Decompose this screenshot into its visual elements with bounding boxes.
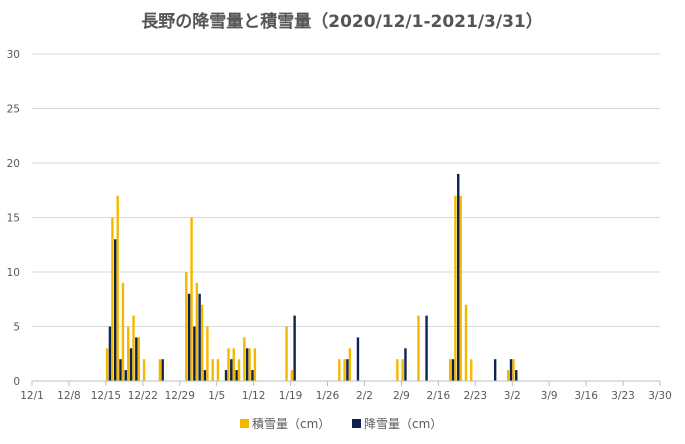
y-tick-label: 0 [13,376,20,388]
x-tick-label: 3/9 [541,390,558,402]
legend-label: 降雪量（cm） [364,417,442,431]
snow-depth-bar [285,326,288,381]
snow-depth-bar [227,348,230,381]
snow-depth-bar [248,348,251,381]
x-tick-label: 2/16 [427,390,451,402]
legend-swatch [352,419,361,428]
y-tick-label: 10 [7,267,20,279]
x-tick-label: 12/8 [57,390,81,402]
snowfall-bar [245,348,249,381]
snow-depth-bar [512,359,515,381]
snowfall-bar [251,370,254,381]
snow-depth-bar [243,337,246,381]
y-tick-label: 5 [13,322,20,334]
snowfall-bar [230,359,233,381]
snow-depth-bar [464,304,468,381]
snowfall-bar [451,359,455,381]
snowfall-bar [457,173,460,381]
x-tick-label: 2/2 [356,390,373,402]
snowfall-bar [493,359,497,381]
snow-depth-bar [237,359,241,381]
y-axis: 0 5 10 15 20 25 30 [7,49,20,388]
snow-depth-bar [211,359,214,381]
legend: 積雪量（cm） 降雪量（cm） [240,416,442,431]
x-tick-label: 2/23 [463,390,487,402]
x-tick-label: 12/15 [91,390,121,402]
snow-depth-bar [116,195,119,381]
snow-depth-bar [142,359,146,381]
snow-depth-bar [253,348,257,381]
x-axis: 12/1 12/8 12/15 12/22 12/29 1/5 1/12 1/19 1/26 2/… [20,381,672,402]
snowfall-bar [293,315,296,381]
snowfall-bar [224,370,228,381]
snow-depth-bar [200,304,204,381]
snowfall-bar [198,293,201,381]
snow-depth-bar [158,359,162,381]
snowfall-bar [203,370,207,381]
snowfall-bar [193,326,196,381]
x-tick-label: 12/29 [165,390,195,402]
y-tick-label: 30 [7,49,20,61]
snowfall-bar [129,348,133,381]
x-tick-label: 3/2 [504,390,521,402]
x-tick-label: 3/30 [648,390,672,402]
bars [105,173,518,381]
snow-depth-bar [127,326,130,381]
snowfall-bar [235,370,238,381]
legend-swatch [240,419,249,428]
snow-depth-bar [137,337,140,381]
snowfall-bar [515,370,518,381]
y-tick-label: 20 [7,158,20,170]
snow-depth-bar [290,370,294,381]
x-tick-label: 12/22 [128,390,158,402]
snow-depth-bar [111,217,114,381]
snow-depth-bar [401,359,404,381]
y-tick-label: 25 [7,104,20,116]
snow-depth-bar [448,359,452,381]
snowfall-bar [509,359,513,381]
x-tick-label: 3/23 [611,390,635,402]
x-tick-label: 3/16 [574,390,598,402]
snowfall-bar [124,370,127,381]
snowfall-bar [161,359,164,381]
x-tick-label: 1/12 [242,390,266,402]
x-tick-label: 1/26 [316,390,340,402]
snow-depth-bar [190,217,193,381]
snow-depth-bar [454,195,457,381]
snowfall-bar [425,315,428,381]
snow-depth-bar [506,370,510,381]
x-tick-label: 12/1 [20,390,44,402]
snow-depth-bar [459,195,462,381]
legend-label: 積雪量（cm） [252,416,330,431]
chart-title: 長野の降雪量と積雪量（2020/12/1-2021/3/31） [141,11,543,32]
snowfall-bar [187,293,191,381]
snowfall-bar [356,337,360,381]
snowfall-bar [119,359,122,381]
snow-depth-bar [396,359,399,381]
snow-depth-bar [185,272,188,381]
snow-depth-bar [417,315,420,381]
snow-depth-bar [206,326,209,381]
snow-depth-bar [195,282,199,381]
grid [32,53,660,327]
snowfall-bar [135,337,138,381]
snow-depth-bar [121,282,125,381]
snow-depth-bar [338,359,341,381]
x-tick-label: 1/5 [208,390,225,402]
snowfall-bar [108,326,112,381]
snow-depth-bar [216,359,220,381]
snowfall-bar [404,348,407,381]
snow-depth-bar [232,348,235,381]
y-tick-label: 15 [7,213,20,225]
snow-depth-bar [132,315,135,381]
snow-depth-bar [348,348,352,381]
snowfall-bar [113,239,117,381]
snowfall-bar [346,359,349,381]
x-tick-label: 2/9 [393,390,410,402]
snow-depth-bar [105,348,109,381]
x-tick-label: 1/19 [279,390,303,402]
snow-depth-bar [343,359,346,381]
snow-depth-bar [470,359,473,381]
